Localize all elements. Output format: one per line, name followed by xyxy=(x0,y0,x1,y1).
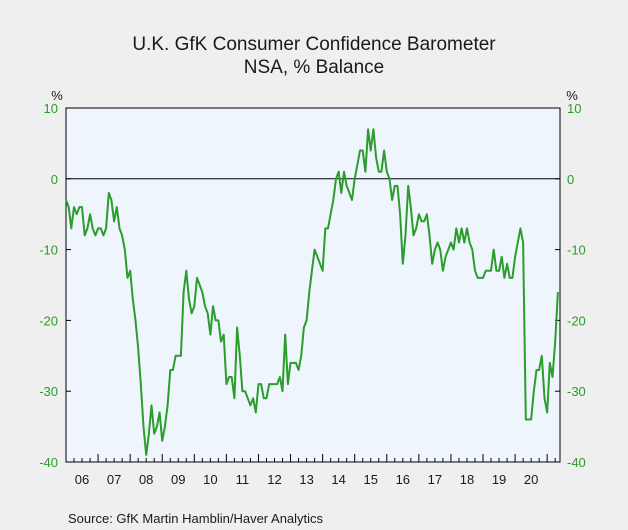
x-tick-label: 06 xyxy=(75,472,89,487)
y-tick-label-right: 0 xyxy=(567,172,574,187)
y-tick-label-right: -10 xyxy=(567,243,586,258)
y-tick-label-left: -30 xyxy=(39,384,58,399)
y-tick-label-left: 10 xyxy=(44,101,58,116)
chart-title: U.K. GfK Consumer Confidence Barometer xyxy=(132,34,496,55)
x-tick-label: 11 xyxy=(236,472,250,487)
x-tick-label: 09 xyxy=(171,472,185,487)
right-unit-label: % xyxy=(566,88,578,103)
x-tick-label: 13 xyxy=(299,472,313,487)
y-tick-label-right: 10 xyxy=(567,101,581,116)
chart-subtitle: NSA, % Balance xyxy=(244,57,384,78)
ticks-layer: 10 10 0 0 -10 -10 -20 -20 -30 -30 -40 -40 06 07 08 09 10… xyxy=(39,101,586,487)
left-unit-label: % xyxy=(51,88,63,103)
x-tick-label: 10 xyxy=(203,472,217,487)
x-tick-label: 19 xyxy=(492,472,506,487)
x-tick-label: 16 xyxy=(396,472,410,487)
y-tick-label-left: -40 xyxy=(39,455,58,470)
y-tick-label-right: -30 xyxy=(567,384,586,399)
series-layer xyxy=(65,128,559,456)
confidence-series-line xyxy=(65,128,559,456)
x-tick-label: 15 xyxy=(364,472,378,487)
x-tick-label: 07 xyxy=(107,472,121,487)
x-tick-label: 08 xyxy=(139,472,153,487)
source-note: Source: GfK Martin Hamblin/Haver Analyti… xyxy=(68,511,324,526)
y-tick-label-left: -20 xyxy=(39,313,58,328)
y-tick-label-left: 0 xyxy=(51,172,58,187)
plot-area xyxy=(65,107,561,463)
x-tick-label: 17 xyxy=(428,472,442,487)
x-tick-label: 18 xyxy=(460,472,474,487)
y-tick-label-right: -40 xyxy=(567,455,586,470)
x-tick-label: 14 xyxy=(331,472,345,487)
y-tick-label-right: -20 xyxy=(567,313,586,328)
x-tick-label: 20 xyxy=(524,472,538,487)
y-tick-label-left: -10 xyxy=(39,243,58,258)
x-tick-label: 12 xyxy=(267,472,281,487)
